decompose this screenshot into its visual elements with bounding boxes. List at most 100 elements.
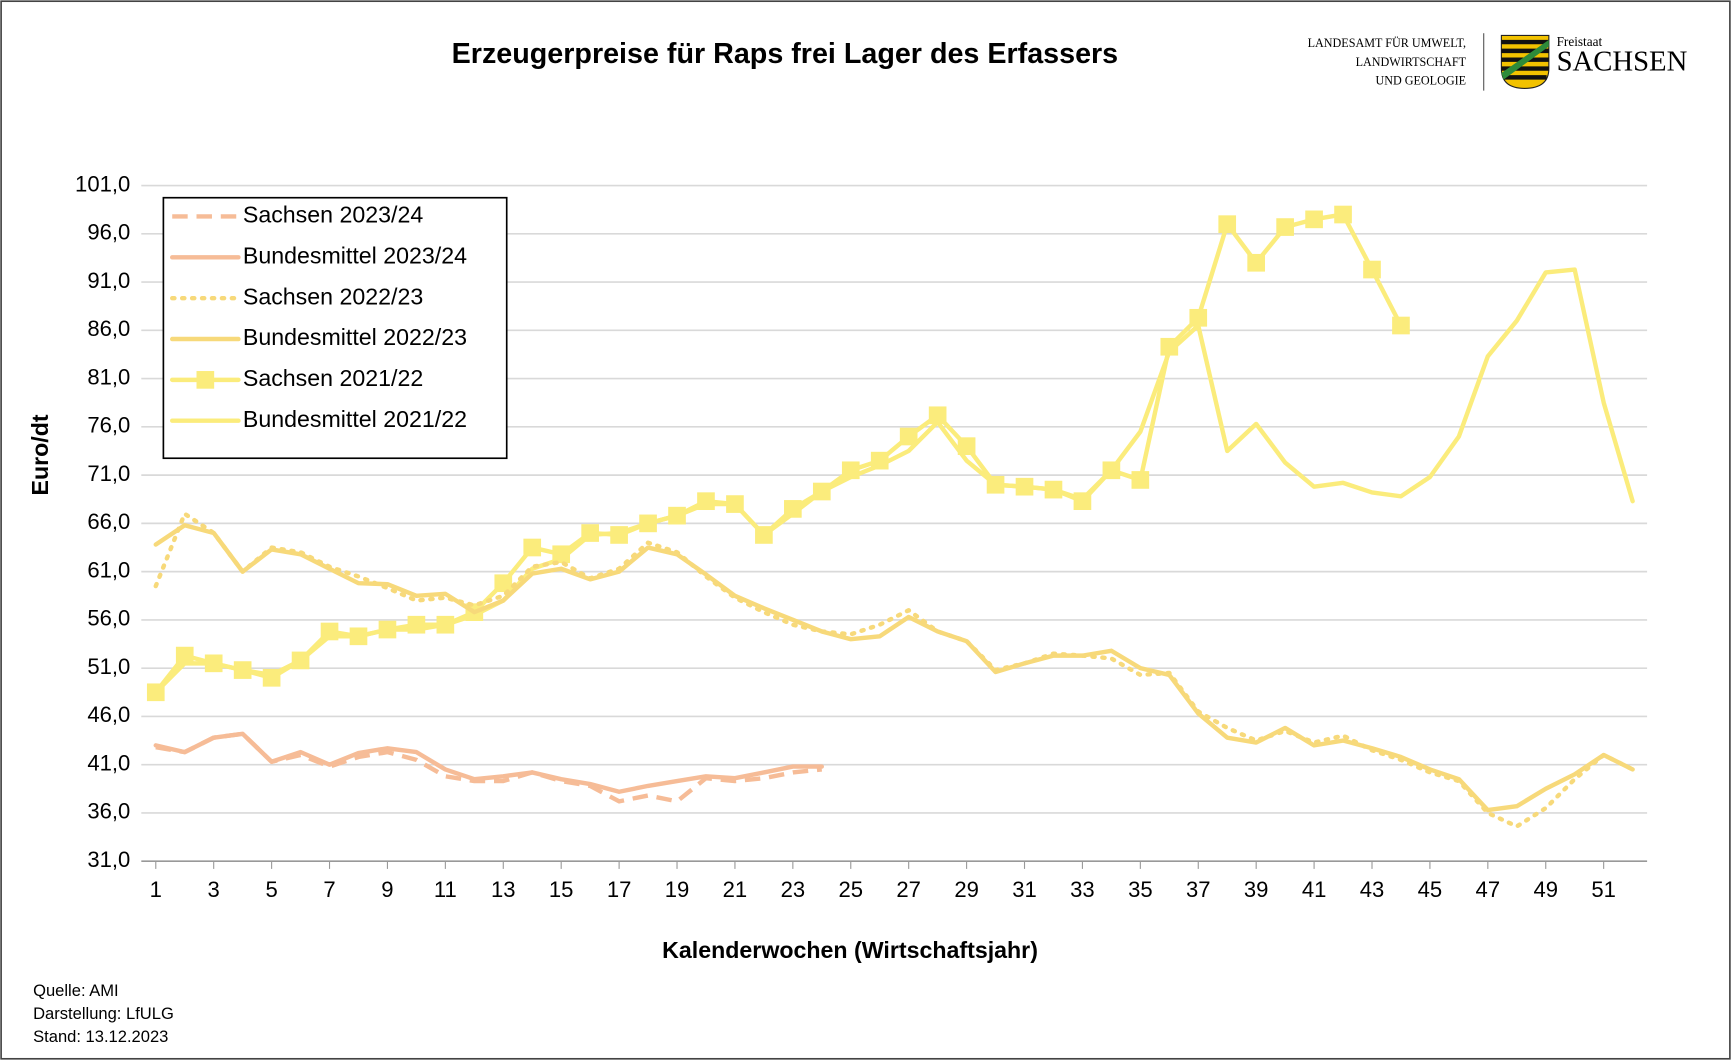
x-tick-label: 15 <box>549 877 574 902</box>
y-tick-label: 56,0 <box>87 606 130 631</box>
point-marker <box>175 646 194 665</box>
legend-box <box>162 196 508 460</box>
legend-label: Bundesmittel 2022/23 <box>243 324 467 350</box>
x-tick-label: 3 <box>208 877 220 902</box>
point-marker <box>1276 218 1294 236</box>
x-tick-label: 7 <box>323 877 335 902</box>
point-marker <box>1218 215 1237 234</box>
x-tick-label: 19 <box>665 877 690 902</box>
note: Darstellung: LfULG <box>33 1004 174 1023</box>
x-tick-label: 35 <box>1128 877 1153 902</box>
series-line <box>153 523 1635 813</box>
x-tick-label: 21 <box>723 877 748 902</box>
point-marker <box>1015 477 1034 496</box>
point-marker <box>407 615 426 634</box>
point-marker <box>841 461 860 480</box>
point-marker <box>784 500 802 518</box>
x-tick-label: 49 <box>1533 877 1558 902</box>
agency-line: UND GEOLOGIE <box>1375 74 1466 88</box>
point-marker <box>870 451 889 470</box>
x-tick-label: 1 <box>150 877 162 902</box>
x-tick-label: 41 <box>1302 877 1327 902</box>
y-tick-label: 96,0 <box>87 220 130 245</box>
point-marker <box>436 615 455 634</box>
series-line <box>153 731 824 794</box>
x-tick-label: 45 <box>1418 877 1443 902</box>
point-marker <box>581 524 599 542</box>
point-marker <box>610 526 628 544</box>
legend-label: Sachsen 2023/24 <box>243 202 423 228</box>
point-marker <box>639 514 657 533</box>
y-tick-label: 81,0 <box>87 364 130 389</box>
point-marker <box>1131 471 1150 489</box>
x-tick-label: 11 <box>434 877 457 902</box>
state: SACHSEN <box>1557 46 1688 78</box>
y-tick-label: 76,0 <box>87 413 130 438</box>
point-marker <box>262 668 281 687</box>
y-tick-label: 46,0 <box>87 702 130 727</box>
y-tick-label: 31,0 <box>87 847 130 872</box>
x-tick-label: 17 <box>607 877 632 902</box>
point-marker <box>726 495 744 513</box>
plot <box>146 205 1635 829</box>
legend-label: Bundesmittel 2021/22 <box>243 406 467 432</box>
point-marker <box>1334 205 1352 224</box>
x-tick-label: 37 <box>1186 877 1211 902</box>
y-tick-label: 36,0 <box>87 799 130 824</box>
note: Quelle: AMI <box>33 981 119 1000</box>
x-tick-label: 29 <box>954 877 979 902</box>
legend-label: Sachsen 2021/22 <box>243 365 423 391</box>
point-marker <box>320 622 339 641</box>
legend-label: Sachsen 2022/23 <box>243 283 423 309</box>
point-marker <box>755 526 773 544</box>
x-tick-label: 25 <box>838 877 863 902</box>
agency-line: LANDWIRTSCHAFT <box>1356 55 1467 69</box>
x-tick-label: 5 <box>265 877 277 902</box>
point-marker <box>552 545 571 564</box>
point-marker <box>494 574 513 593</box>
x-tick-label: 39 <box>1244 877 1269 902</box>
series-line <box>153 511 1635 829</box>
x-tick-label: 43 <box>1360 877 1385 902</box>
point-marker <box>812 482 831 501</box>
y-tick-label: 86,0 <box>87 316 130 341</box>
point-marker <box>349 627 368 646</box>
y-tick-label: 51,0 <box>87 654 130 679</box>
legend: Sachsen 2023/24 Bundesmittel 2023/24 Sachs… <box>162 196 508 460</box>
series-line <box>155 731 823 804</box>
note: Stand: 13.12.2023 <box>33 1027 168 1046</box>
point-marker <box>957 437 976 455</box>
x-tick-label: 23 <box>781 877 806 902</box>
point-marker <box>928 406 947 425</box>
x-tick-label: 13 <box>491 877 516 902</box>
point-marker <box>233 661 252 679</box>
y-tick-label: 71,0 <box>87 461 130 486</box>
point-marker <box>1392 316 1410 335</box>
y-tick-label: 66,0 <box>87 509 130 534</box>
x-tick-label: 31 <box>1012 877 1037 902</box>
x-tick-label: 9 <box>381 877 393 902</box>
chart-title: Erzeugerpreise für Raps frei Lager des E… <box>452 38 1118 70</box>
x-tick-label: 47 <box>1476 877 1501 902</box>
y-tick-label: 61,0 <box>87 557 130 582</box>
y-tick-label: 101,0 <box>75 171 130 196</box>
point-marker <box>523 538 542 557</box>
point-marker <box>986 475 1005 494</box>
point-marker <box>1102 461 1121 480</box>
y-tick-label: 41,0 <box>87 750 130 775</box>
point-marker <box>899 427 918 446</box>
y-axis-label: Euro/dt <box>27 414 53 495</box>
coat-crown <box>1501 39 1549 80</box>
point-marker <box>668 506 686 525</box>
point-marker <box>146 683 165 702</box>
x-tick-label: 27 <box>896 877 921 902</box>
point-marker <box>1073 492 1092 511</box>
x-axis-label: Kalenderwochen (Wirtschaftsjahr) <box>662 937 1038 963</box>
x-tick-label: 51 <box>1591 877 1616 902</box>
point-marker <box>291 651 310 670</box>
point-marker <box>204 654 223 673</box>
point-marker <box>378 620 397 639</box>
